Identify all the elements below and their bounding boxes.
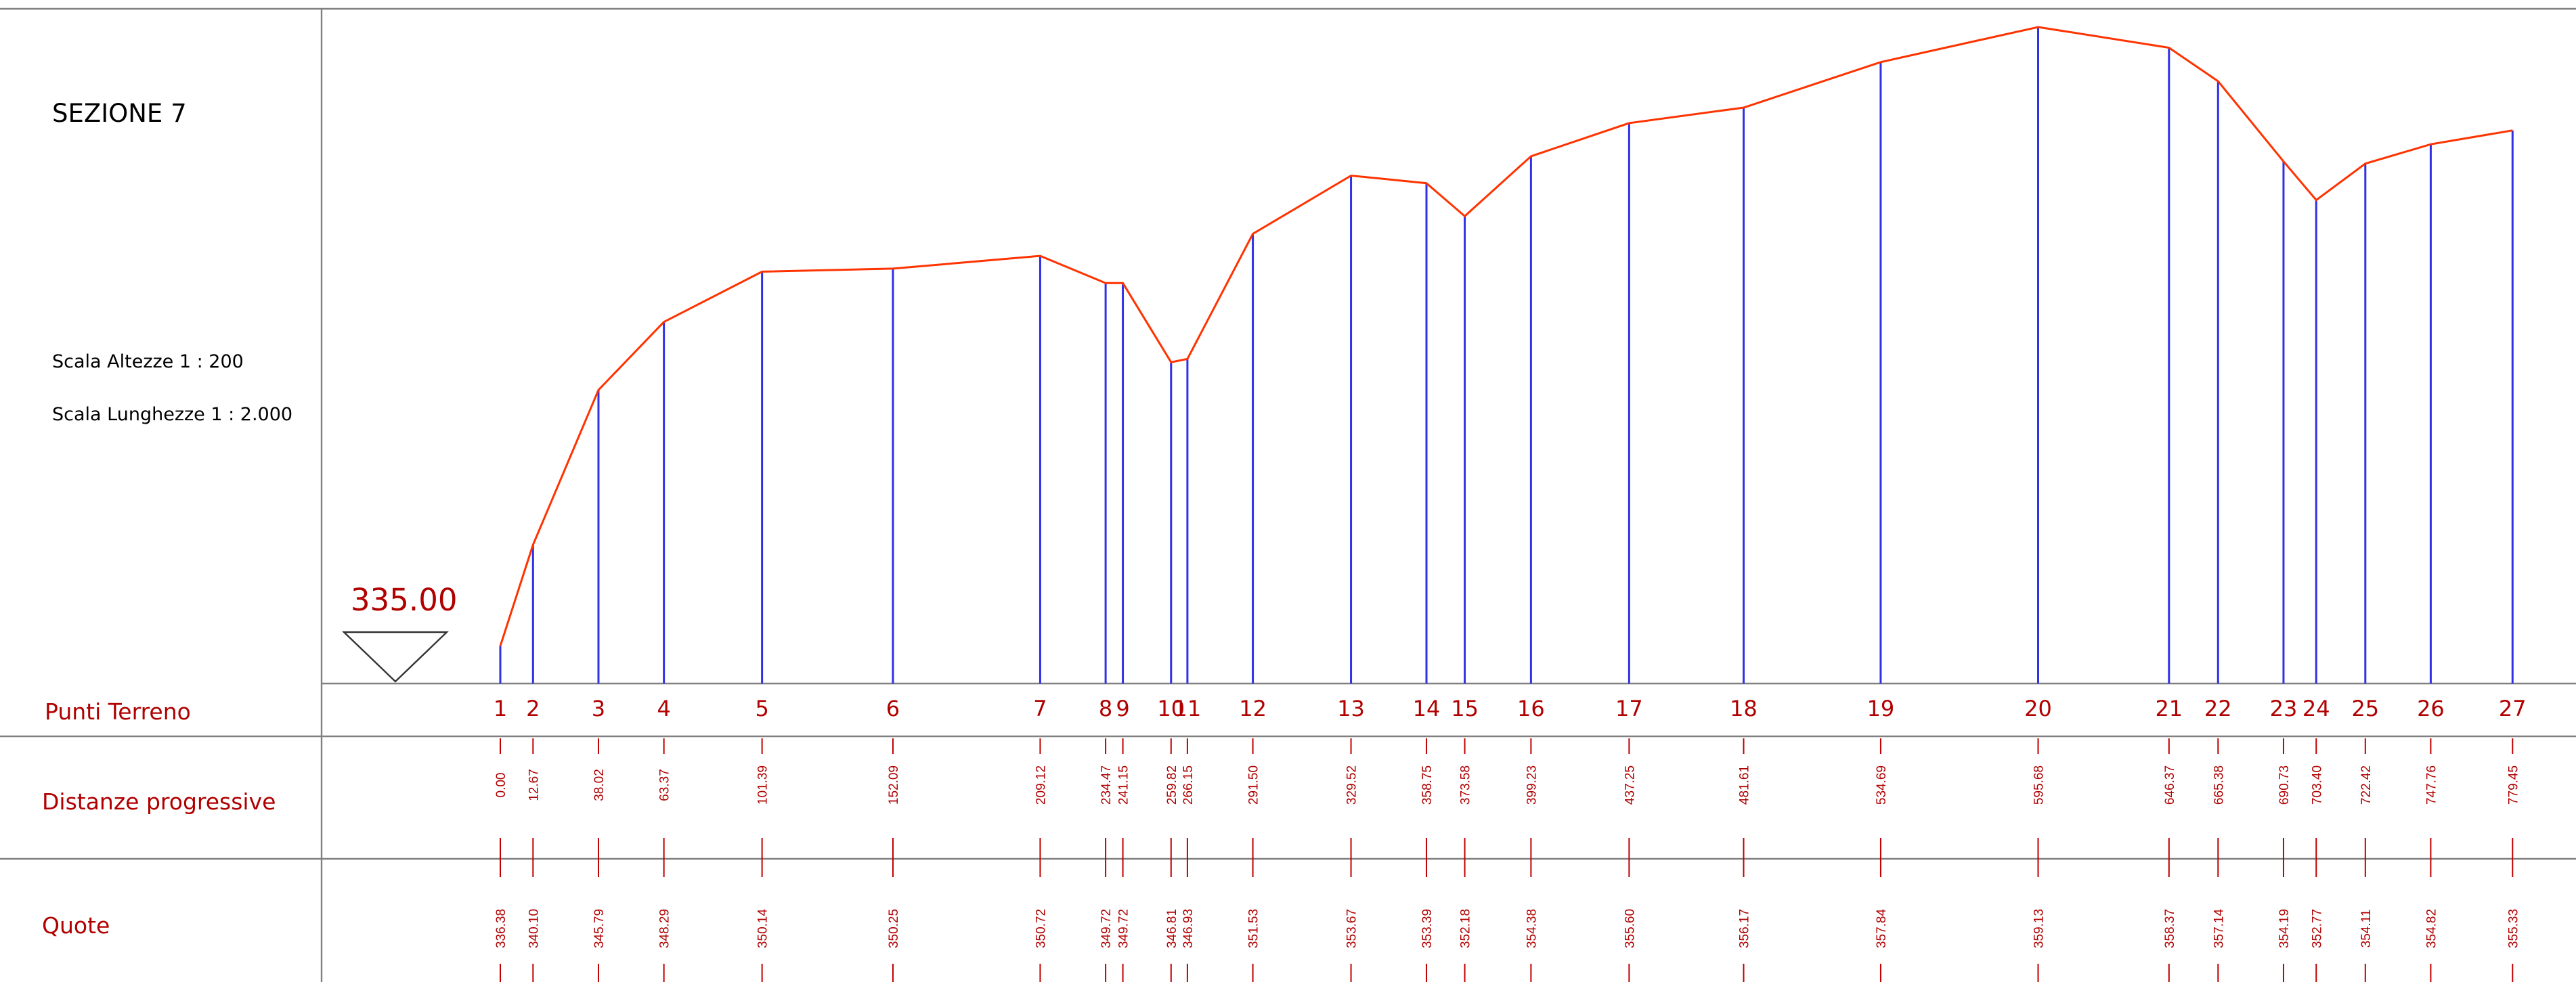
elevation-label-13: 353.67 [1345, 909, 1359, 948]
point-label-23: 23 [2270, 696, 2298, 721]
distance-label-2: 12.67 [527, 769, 541, 801]
tick-marks [500, 738, 2514, 982]
distance-label-17: 437.25 [1623, 765, 1637, 805]
elevation-label-5: 350.14 [756, 909, 770, 949]
point-label-1: 1 [494, 696, 507, 721]
point-label-4: 4 [657, 696, 670, 721]
elevation-label-20: 359.13 [2032, 909, 2047, 948]
elevation-label-23: 354.19 [2277, 909, 2292, 948]
point-label-13: 13 [1337, 696, 1365, 721]
distance-label-26: 747.76 [2424, 765, 2439, 805]
point-label-24: 24 [2302, 696, 2330, 721]
elevation-label-17: 355.60 [1623, 909, 1637, 948]
scale-heights-label: Scala Altezze 1 : 200 [52, 351, 244, 372]
elevation-label-2: 340.10 [527, 909, 541, 948]
point-label-2: 2 [526, 696, 540, 721]
distance-label-13: 329.52 [1345, 765, 1359, 805]
elevation-label-15: 352.18 [1459, 909, 1473, 948]
elevation-label-7: 350.72 [1034, 909, 1048, 948]
point-label-19: 19 [1867, 696, 1895, 721]
distance-label-11: 266.15 [1181, 765, 1196, 805]
ground-profile-line [499, 26, 2513, 646]
elevation-label-24: 352.77 [2310, 909, 2324, 948]
point-label-17: 17 [1615, 696, 1643, 721]
distance-label-7: 209.12 [1034, 765, 1048, 805]
elevation-label-11: 346.93 [1181, 909, 1196, 948]
distance-label-4: 63.37 [658, 769, 672, 801]
distance-label-21: 646.37 [2163, 765, 2177, 805]
elevation-label-18: 356.17 [1738, 909, 1752, 948]
datum-triangle-icon [342, 631, 449, 683]
point-label-25: 25 [2351, 696, 2379, 721]
row-label-points: Punti Terreno [45, 698, 191, 725]
point-label-9: 9 [1116, 696, 1129, 721]
elevation-label-21: 358.37 [2163, 909, 2177, 948]
point-label-18: 18 [1730, 696, 1758, 721]
distance-label-27: 779.45 [2506, 765, 2520, 805]
distance-label-6: 152.09 [887, 765, 901, 805]
distance-label-1: 0.00 [494, 773, 508, 798]
elevation-label-4: 348.29 [658, 909, 672, 948]
point-label-6: 6 [886, 696, 900, 721]
point-label-12: 12 [1239, 696, 1267, 721]
elevation-label-14: 353.39 [1420, 909, 1435, 948]
distance-label-16: 399.23 [1525, 765, 1539, 805]
elevation-label-27: 355.33 [2506, 909, 2520, 948]
drawing-frame [0, 7, 2576, 982]
vertical-lines [499, 26, 2514, 684]
point-label-27: 27 [2499, 696, 2527, 721]
point-label-16: 16 [1517, 696, 1545, 721]
elevation-label-6: 350.25 [887, 909, 901, 948]
point-label-15: 15 [1451, 696, 1479, 721]
scale-lengths-label: Scala Lunghezze 1 : 2.000 [52, 404, 292, 425]
elevation-label-9: 349.72 [1117, 909, 1131, 948]
distance-labels: 0.00 12.67 38.02 63.37 101.39 152.09 209.12 234… [494, 765, 2520, 805]
point-label-5: 5 [755, 696, 768, 721]
row-label-distances: Distanze progressive [42, 788, 276, 815]
point-label-22: 22 [2204, 696, 2232, 721]
distance-label-9: 241.15 [1117, 765, 1131, 805]
distance-label-22: 665.38 [2212, 765, 2226, 805]
elevation-labels: 336.38 340.10 345.79 348.29 350.14 350.25 350.… [494, 909, 2520, 949]
elevation-label-12: 351.53 [1247, 909, 1261, 948]
point-label-7: 7 [1033, 696, 1047, 721]
elevation-label-16: 354.38 [1525, 909, 1539, 948]
point-label-21: 21 [2155, 696, 2183, 721]
point-label-14: 14 [1413, 696, 1441, 721]
distance-label-20: 595.68 [2032, 765, 2047, 805]
elevation-label-3: 345.79 [592, 909, 607, 948]
distance-label-25: 722.42 [2359, 765, 2374, 805]
point-label-10: 10 [1157, 696, 1185, 721]
row-label-elevations: Quote [42, 912, 110, 939]
point-label-3: 3 [592, 696, 605, 721]
datum-elevation-label: 335.00 [351, 582, 457, 618]
elevation-label-8: 349.72 [1099, 909, 1114, 948]
elevation-label-25: 354.11 [2359, 910, 2374, 948]
elevation-label-19: 357.84 [1875, 909, 1889, 949]
elevation-label-1: 336.38 [494, 909, 508, 948]
distance-label-23: 690.73 [2277, 765, 2292, 805]
distance-label-19: 534.69 [1875, 765, 1889, 805]
point-label-20: 20 [2024, 696, 2052, 721]
distance-label-14: 358.75 [1420, 765, 1435, 805]
point-label-26: 26 [2417, 696, 2445, 721]
distance-label-18: 481.61 [1738, 765, 1752, 805]
section-title: SEZIONE 7 [52, 99, 187, 128]
distance-label-15: 373.58 [1459, 765, 1473, 805]
elevation-label-26: 354.82 [2424, 909, 2439, 948]
distance-label-10: 259.82 [1165, 765, 1179, 805]
point-label-8: 8 [1099, 696, 1112, 721]
distance-label-5: 101.39 [756, 765, 770, 805]
point-label-11: 11 [1174, 696, 1202, 721]
distance-label-24: 703.40 [2310, 765, 2324, 805]
distance-label-12: 291.50 [1247, 765, 1261, 805]
distance-label-8: 234.47 [1099, 765, 1114, 805]
elevation-label-10: 346.81 [1165, 909, 1179, 948]
distance-label-3: 38.02 [592, 769, 607, 801]
elevation-label-22: 357.14 [2212, 909, 2226, 949]
